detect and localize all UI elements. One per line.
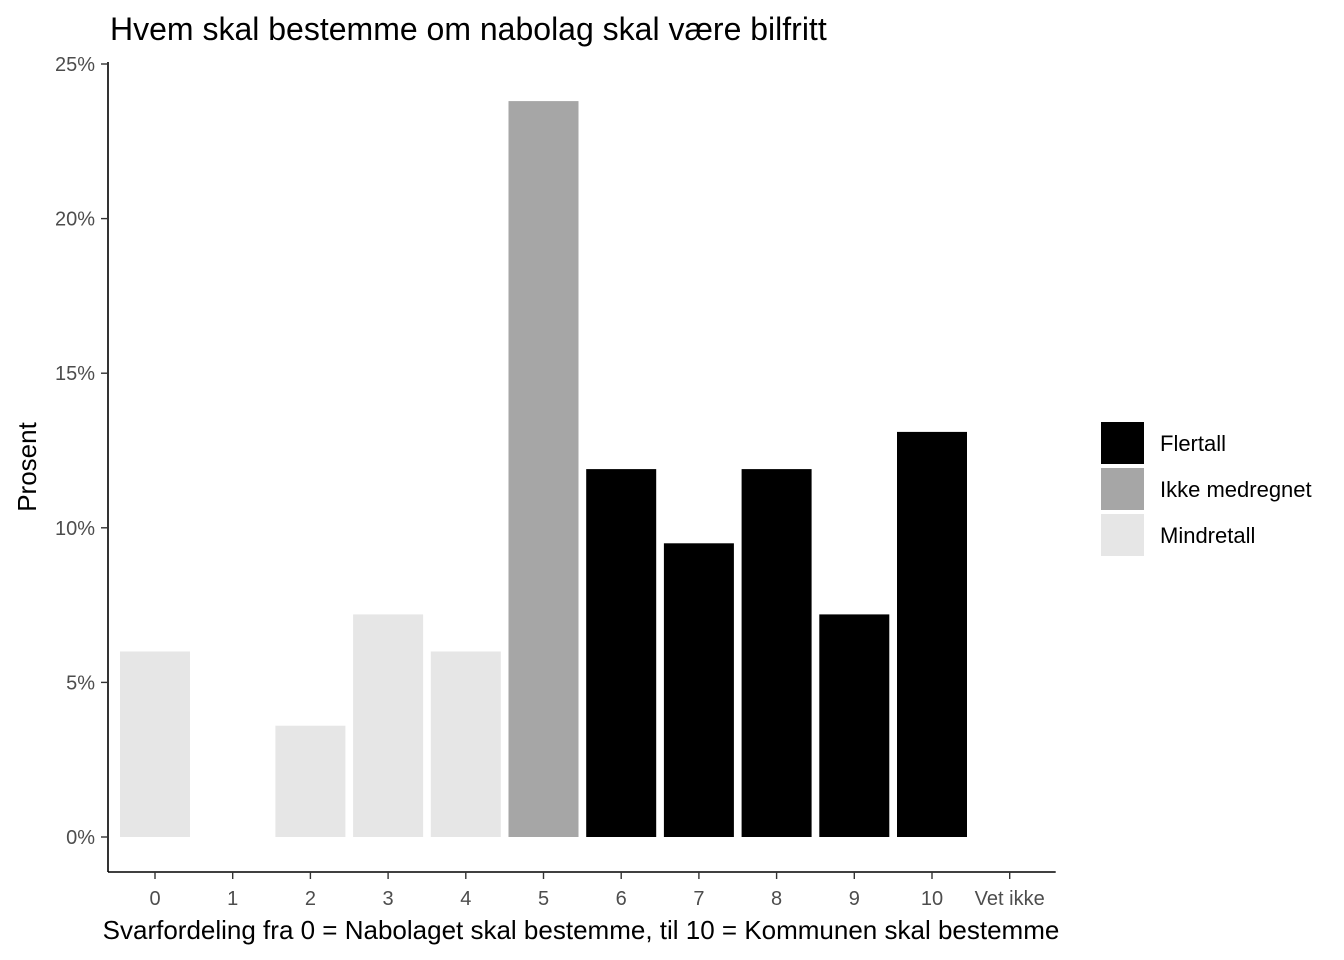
x-tick-label: 2 [305, 888, 316, 910]
legend-label: Flertall [1160, 431, 1226, 456]
x-tick-label: 9 [849, 888, 860, 910]
bar-10 [897, 431, 967, 837]
bars [120, 101, 967, 838]
bar-3 [353, 614, 424, 837]
y-tick-label: 20% [55, 209, 95, 231]
y-tick-label: 25% [55, 54, 95, 76]
y-axis-title: Prosent [12, 421, 42, 511]
bar-6 [586, 469, 657, 837]
chart-title: Hvem skal bestemme om nabolag skal være … [110, 11, 827, 47]
legend-label: Ikke medregnet [1160, 477, 1312, 502]
x-axis-title: Svarfordeling fra 0 = Nabolaget skal bes… [103, 915, 1060, 945]
x-tick-label: 3 [383, 888, 394, 910]
bar-9 [819, 614, 890, 837]
bar-5 [508, 101, 579, 838]
x-tick-label: 10 [921, 888, 943, 910]
y-tick-label: 0% [66, 827, 95, 849]
x-tick-label: 8 [771, 888, 782, 910]
x-tick-label: 0 [149, 888, 160, 910]
bar-2 [275, 725, 346, 837]
y-tick-label: 10% [55, 518, 95, 540]
bar-4 [430, 651, 501, 837]
y-tick-label: 5% [66, 672, 95, 694]
bar-0 [120, 651, 190, 837]
y-tick-label: 15% [55, 363, 95, 385]
legend: Flertall Ikke medregnet Mindretall [1101, 422, 1312, 556]
bar-7 [663, 543, 734, 837]
legend-label: Mindretall [1160, 523, 1255, 548]
x-tick-label: Vet ikke [975, 888, 1045, 910]
x-tick-label: 1 [227, 888, 238, 910]
x-tick-label: 7 [693, 888, 704, 910]
x-tick-label: 5 [538, 888, 549, 910]
axes: 0% 5% 10% 15% 20% 25% 0 1 2 3 4 5 6 7 8 9 10 Vet ikke [55, 54, 1056, 910]
legend-swatch [1101, 514, 1144, 556]
legend-swatch [1101, 468, 1144, 510]
bar-8 [741, 469, 812, 837]
legend-swatch [1101, 422, 1144, 464]
x-tick-label: 6 [616, 888, 627, 910]
x-tick-label: 4 [460, 888, 471, 910]
